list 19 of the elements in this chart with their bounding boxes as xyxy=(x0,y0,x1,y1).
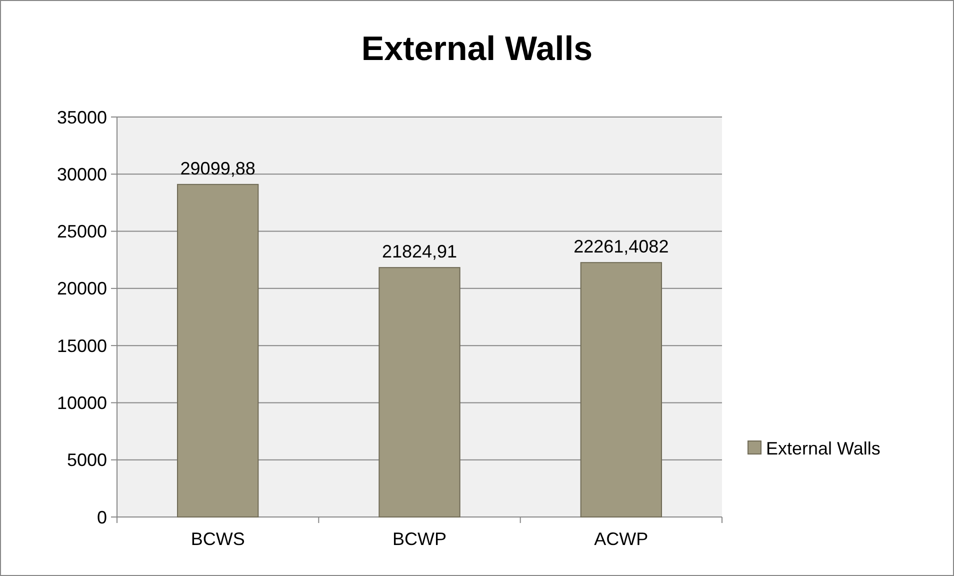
x-tick-label: ACWP xyxy=(594,529,648,549)
y-tick-label: 30000 xyxy=(56,164,107,184)
y-tick-label: 25000 xyxy=(56,222,107,242)
y-tick-label: 10000 xyxy=(56,393,107,414)
x-tick-label: BCWS xyxy=(190,529,245,549)
legend-label: External Walls xyxy=(766,438,880,458)
y-tick-label: 5000 xyxy=(66,450,107,470)
data-label: 29099,88 xyxy=(180,158,256,178)
x-tick-label: BCWP xyxy=(392,529,446,549)
chart-title: External Walls xyxy=(361,30,593,68)
bar xyxy=(177,184,259,518)
bar xyxy=(378,267,460,518)
y-tick-label: 35000 xyxy=(56,107,107,128)
y-tick-label: 0 xyxy=(96,507,107,528)
data-label: 22261,4082 xyxy=(574,236,669,257)
data-label: 21824,91 xyxy=(382,242,458,262)
bar xyxy=(580,262,662,518)
y-tick-label: 20000 xyxy=(56,278,107,299)
y-tick-label: 15000 xyxy=(56,336,107,356)
